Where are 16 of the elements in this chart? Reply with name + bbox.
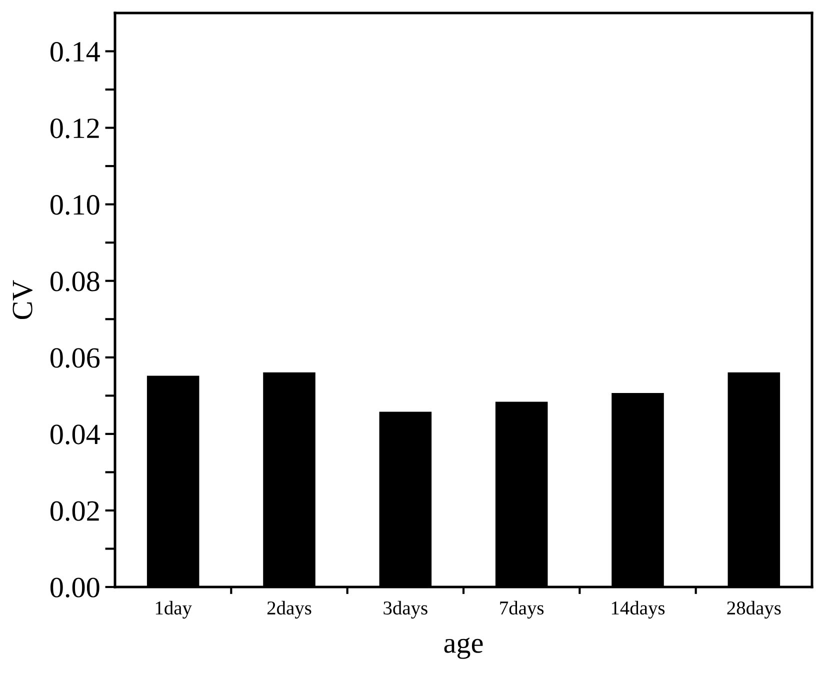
y-tick-label: 0.04 bbox=[50, 424, 100, 444]
y-tick-label: 0.06 bbox=[50, 348, 100, 368]
y-tick-label: 0.12 bbox=[50, 118, 99, 138]
y-tick-label: 0.02 bbox=[50, 501, 99, 521]
y-tick-label: 0.08 bbox=[50, 272, 100, 292]
y-axis-title: CV bbox=[12, 280, 32, 320]
x-tick-label: 14days bbox=[612, 600, 665, 619]
x-tick-label: 7days bbox=[500, 600, 544, 619]
x-tick-label: 28days bbox=[727, 600, 781, 619]
x-tick-label: 1day bbox=[156, 600, 192, 619]
x-tick-label: 2days bbox=[267, 600, 312, 619]
x-tick-label: 3days bbox=[384, 600, 428, 619]
y-tick-label: 0.10 bbox=[50, 195, 100, 215]
y-tick-label: 0.00 bbox=[50, 578, 100, 598]
x-axis-title: age bbox=[444, 638, 483, 659]
y-tick-label: 0.14 bbox=[50, 42, 100, 62]
